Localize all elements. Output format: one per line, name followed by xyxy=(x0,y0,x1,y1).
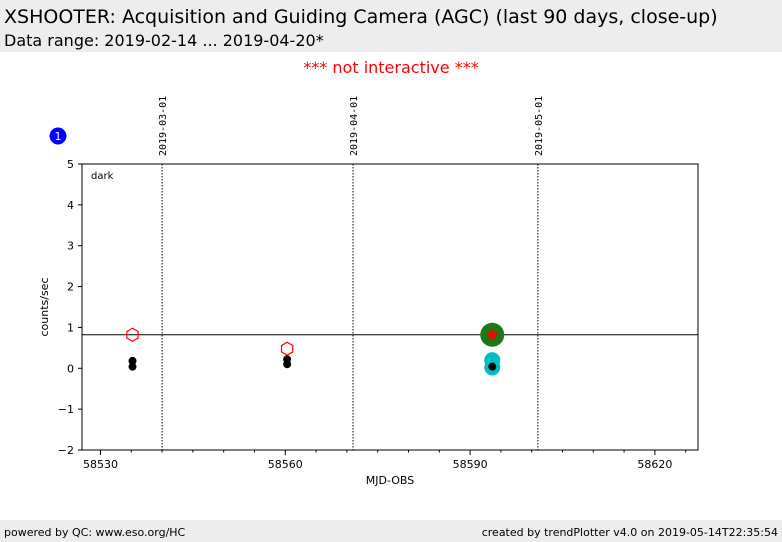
not-interactive-notice: *** not interactive *** xyxy=(303,58,479,77)
panel-label: dark xyxy=(91,171,114,182)
footer-band xyxy=(0,520,782,542)
header-band xyxy=(0,0,782,52)
y-tick-label: −2 xyxy=(58,444,74,457)
page-title: XSHOOTER: Acquisition and Guiding Camera… xyxy=(4,6,718,28)
data-point xyxy=(488,362,497,371)
footer-created-by: created by trendPlotter v4.0 on 2019-05-… xyxy=(481,526,778,539)
open-hexagon-marker xyxy=(280,341,294,356)
y-tick-label: 3 xyxy=(67,240,74,253)
y-axis-label: counts/sec xyxy=(38,277,51,336)
x-tick-label: 58620 xyxy=(637,458,672,471)
footer-credit: powered by QC: www.eso.org/HC xyxy=(4,526,186,539)
data-point xyxy=(283,360,292,369)
data-point xyxy=(128,356,137,365)
y-tick-label: 0 xyxy=(67,362,74,375)
y-tick-label: 2 xyxy=(67,281,74,294)
x-axis-label: MJD-OBS xyxy=(366,474,414,487)
latest-point-star xyxy=(485,327,499,341)
badge-number: 1 xyxy=(55,130,62,143)
open-hexagon-marker xyxy=(126,327,139,342)
date-marker-label: 2019-04-01 xyxy=(349,96,360,156)
date-marker-label: 2019-03-01 xyxy=(158,96,169,156)
badge-circle xyxy=(49,127,67,145)
y-tick-label: 4 xyxy=(67,199,74,212)
x-tick-label: 58560 xyxy=(268,458,303,471)
x-tick-label: 58530 xyxy=(83,458,118,471)
data-range-subtitle: Data range: 2019-02-14 ... 2019-04-20* xyxy=(4,31,324,50)
data-point xyxy=(128,362,137,371)
x-tick-label: 58590 xyxy=(453,458,488,471)
y-tick-label: 5 xyxy=(67,158,74,171)
y-tick-label: −1 xyxy=(58,403,74,416)
y-tick-label: 1 xyxy=(67,321,74,334)
plot-frame xyxy=(81,163,699,451)
date-marker-label: 2019-05-01 xyxy=(534,96,545,156)
